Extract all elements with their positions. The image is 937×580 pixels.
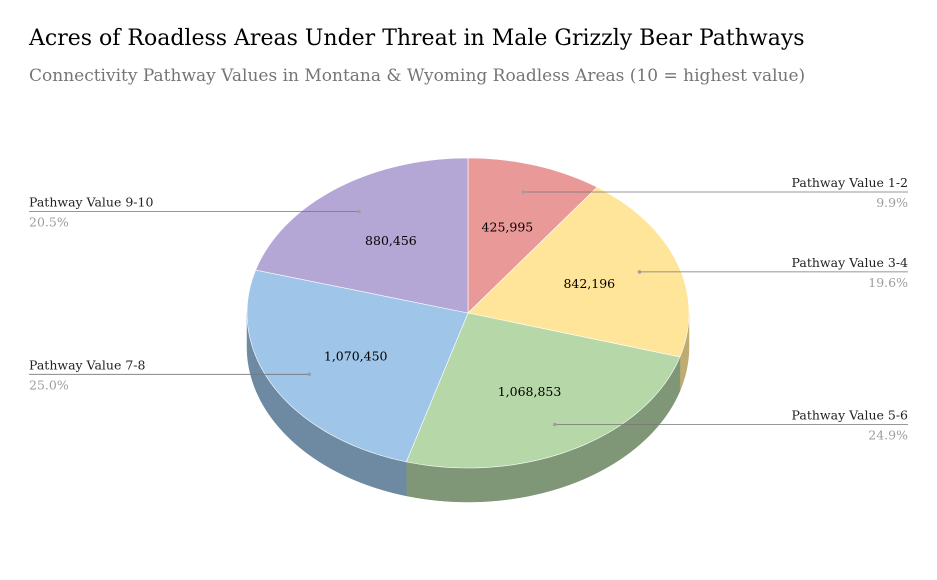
value-label: 1,070,450 [324, 348, 388, 363]
pie-slices [246, 157, 690, 469]
leader-dot [357, 209, 361, 214]
pie-slice-pathway-value-3-4 [467, 186, 690, 358]
pie-slice-pathway-value-1-2 [467, 157, 598, 314]
value-label: 1,068,853 [498, 384, 562, 399]
percent-label: 20.5% [29, 214, 69, 229]
callout-pathway-value-1-2: Pathway Value 1-2 9.9% [521, 175, 908, 210]
value-labels: 425,995 842,196 1,068,853 1,070,450 880,456 [324, 219, 615, 399]
category-label: Pathway Value 1-2 [792, 175, 908, 190]
category-label: Pathway Value 5-6 [792, 408, 908, 423]
callout-pathway-value-5-6: Pathway Value 5-6 24.9% [553, 408, 908, 443]
value-label: 425,995 [482, 219, 534, 234]
callout-labels: Pathway Value 1-2 9.9% Pathway Value 3-4 19… [29, 175, 908, 443]
leader-dot [521, 190, 526, 194]
callout-pathway-value-9-10: Pathway Value 9-10 20.5% [29, 194, 361, 229]
pie-slice-pathway-value-7-8 [246, 269, 469, 463]
chart-subtitle: Connectivity Pathway Values in Montana &… [29, 66, 806, 86]
leader-dot [637, 270, 642, 274]
value-label: 842,196 [563, 276, 615, 291]
percent-label: 9.9% [876, 195, 908, 210]
percent-label: 19.6% [868, 275, 908, 290]
percent-label: 25.0% [29, 377, 69, 392]
category-label: Pathway Value 7-8 [29, 357, 145, 372]
percent-label: 24.9% [868, 428, 908, 443]
leader-dot [553, 422, 557, 427]
category-label: Pathway Value 3-4 [792, 255, 908, 270]
pie-slice-pathway-value-9-10 [255, 157, 469, 314]
category-label: Pathway Value 9-10 [29, 194, 153, 209]
chart-title: Acres of Roadless Areas Under Threat in … [29, 26, 805, 51]
callout-pathway-value-3-4: Pathway Value 3-4 19.6% [637, 255, 908, 290]
value-label: 880,456 [365, 233, 417, 248]
callout-pathway-value-7-8: Pathway Value 7-8 25.0% [29, 357, 312, 392]
pie-slice-pathway-value-5-6 [405, 312, 681, 469]
leader-dot [307, 372, 312, 377]
pie-sides [246, 312, 690, 503]
